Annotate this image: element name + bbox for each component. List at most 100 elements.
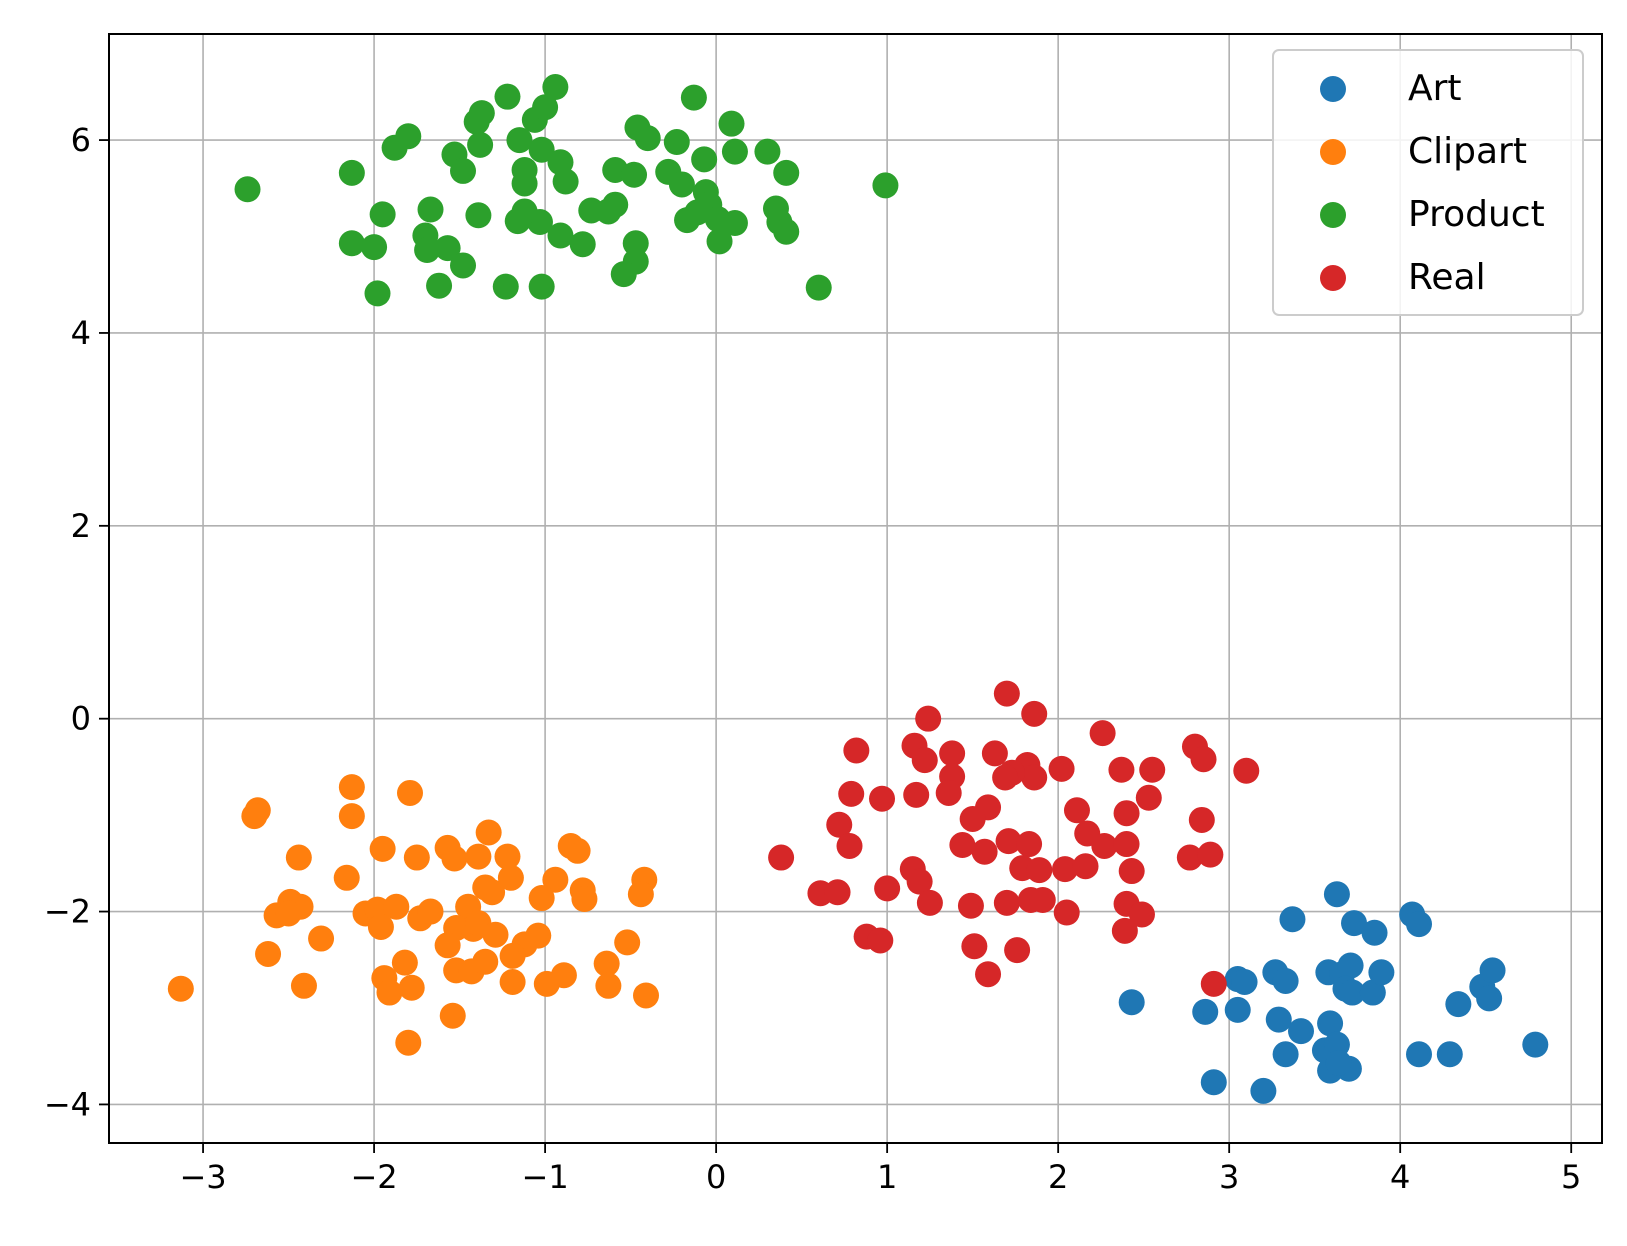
data-point-art	[1265, 1006, 1292, 1033]
data-point-clipart	[403, 844, 430, 871]
y-tick-label: −4	[44, 1085, 91, 1123]
data-point-clipart	[376, 979, 403, 1006]
data-point-real	[1021, 764, 1048, 791]
data-point-clipart	[494, 843, 521, 870]
data-point-product	[463, 108, 490, 135]
data-point-real	[1029, 886, 1056, 913]
data-point-real	[1026, 857, 1053, 884]
series-art	[1118, 881, 1549, 1104]
data-point-product	[610, 261, 637, 288]
data-point-real	[1004, 937, 1031, 964]
data-point-clipart	[499, 942, 526, 969]
data-point-product	[494, 83, 521, 110]
data-point-real	[1197, 841, 1224, 868]
data-point-clipart	[595, 972, 622, 999]
data-point-real	[1233, 757, 1260, 784]
data-point-clipart	[479, 879, 506, 906]
y-tick-label: 2	[71, 507, 91, 545]
data-point-product	[426, 272, 453, 299]
data-point-art	[1118, 989, 1145, 1016]
data-point-product	[706, 228, 733, 255]
legend-label-art: Art	[1408, 68, 1462, 109]
data-point-product	[467, 131, 494, 158]
data-point-art	[1200, 1069, 1227, 1096]
data-point-clipart	[275, 900, 302, 927]
data-point-real	[995, 828, 1022, 855]
data-point-real	[1188, 806, 1215, 833]
data-point-real	[949, 832, 976, 859]
x-tick-label: 2	[1048, 1158, 1068, 1196]
data-point-real	[874, 875, 901, 902]
series-real	[768, 680, 1260, 997]
data-point-real	[975, 961, 1002, 988]
data-point-art	[1479, 957, 1506, 984]
data-point-real	[916, 889, 943, 916]
data-point-clipart	[564, 837, 591, 864]
x-tick-label: 4	[1390, 1158, 1410, 1196]
data-point-clipart	[627, 881, 654, 908]
data-point-product	[511, 170, 538, 197]
data-point-product	[450, 157, 477, 184]
legend-marker-product	[1320, 202, 1346, 228]
data-point-art	[1288, 1018, 1315, 1045]
data-point-clipart	[475, 819, 502, 846]
data-point-real	[826, 811, 853, 838]
data-points	[167, 74, 1549, 1104]
data-point-clipart	[167, 975, 194, 1002]
axes-frame	[108, 33, 1603, 1144]
data-point-clipart	[285, 844, 312, 871]
data-point-clipart	[396, 779, 423, 806]
data-point-product	[872, 172, 899, 199]
data-point-product	[234, 176, 261, 203]
data-point-product	[369, 201, 396, 228]
data-point-real	[1089, 720, 1116, 747]
data-point-art	[1339, 979, 1366, 1006]
data-point-product	[552, 168, 579, 195]
data-point-real	[1118, 858, 1145, 885]
data-point-real	[1016, 831, 1043, 858]
data-point-clipart	[614, 929, 641, 956]
data-point-product	[338, 230, 365, 257]
data-point-real	[1113, 800, 1140, 827]
data-point-product	[506, 127, 533, 154]
data-point-real	[1021, 700, 1048, 727]
data-point-clipart	[528, 885, 555, 912]
data-point-clipart	[499, 968, 526, 995]
x-tick-label: 1	[877, 1158, 897, 1196]
data-point-real	[867, 927, 894, 954]
data-point-real	[906, 868, 933, 895]
data-point-clipart	[439, 1002, 466, 1029]
data-point-art	[1272, 1041, 1299, 1068]
data-point-real	[1128, 901, 1155, 928]
data-point-product	[528, 273, 555, 300]
x-tick-label: 0	[706, 1158, 726, 1196]
legend-label-real: Real	[1408, 257, 1486, 298]
data-point-clipart	[593, 950, 620, 977]
data-point-clipart	[542, 866, 569, 893]
y-tick-label: −2	[44, 893, 91, 931]
data-point-art	[1279, 906, 1306, 933]
data-point-art	[1445, 991, 1472, 1018]
data-point-product	[381, 134, 408, 161]
data-point-clipart	[434, 932, 461, 959]
data-point-art	[1436, 1041, 1463, 1068]
data-point-product	[338, 159, 365, 186]
data-point-real	[935, 779, 962, 806]
data-point-clipart	[255, 940, 282, 967]
data-point-product	[542, 74, 569, 101]
data-point-real	[836, 832, 863, 859]
data-point-real	[993, 680, 1020, 707]
x-tick-label: 5	[1561, 1158, 1581, 1196]
data-point-clipart	[290, 972, 317, 999]
data-point-product	[621, 161, 648, 188]
data-point-art	[1341, 910, 1368, 937]
series-clipart	[167, 774, 660, 1056]
data-point-product	[622, 230, 649, 257]
legend-marker-clipart	[1320, 139, 1346, 165]
data-point-art	[1361, 919, 1388, 946]
data-point-real	[1053, 899, 1080, 926]
data-point-real	[824, 879, 851, 906]
y-tick-label: 6	[71, 121, 91, 159]
data-point-clipart	[441, 845, 468, 872]
